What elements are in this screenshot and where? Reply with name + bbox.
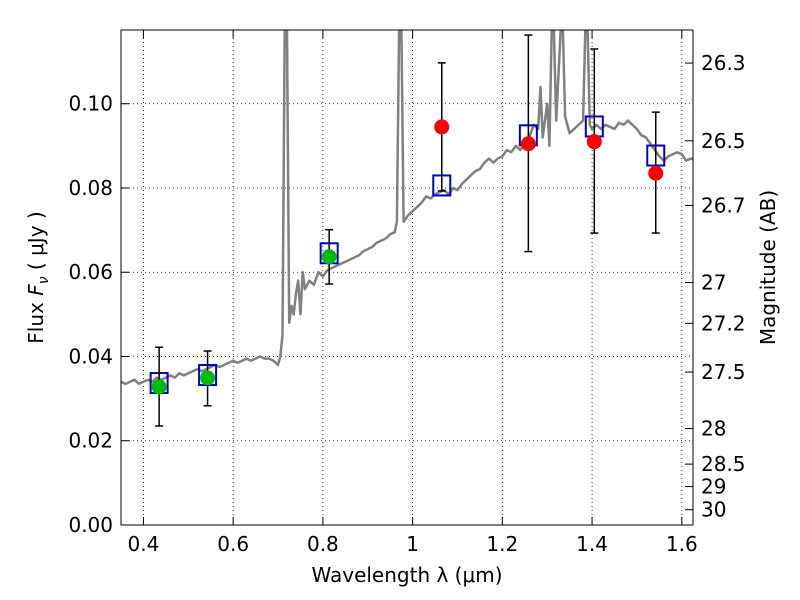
y-tick-label: 0.10 bbox=[68, 92, 113, 116]
plot-frame bbox=[120, 29, 694, 526]
y2-axis-label: Magnitude (AB) bbox=[756, 190, 780, 345]
y2-tick-label: 29 bbox=[701, 475, 726, 499]
observed-photometry-point bbox=[648, 165, 664, 181]
x-axis-label: Wavelength λ (μm) bbox=[311, 563, 502, 587]
observed-photometry-point bbox=[151, 379, 167, 395]
y2-tick-label: 28 bbox=[701, 416, 726, 440]
sed-model-line bbox=[121, 30, 693, 386]
x-tick-label: 1 bbox=[406, 532, 419, 556]
y2-tick-label: 30 bbox=[701, 498, 726, 522]
plot-area bbox=[121, 30, 693, 427]
observed-photometry-point bbox=[586, 134, 602, 150]
y-tick-label: 0.06 bbox=[68, 260, 113, 284]
x-tick-label: 1.6 bbox=[666, 532, 698, 556]
y-tick-label: 0.02 bbox=[68, 429, 113, 453]
y2-tick-label: 27.5 bbox=[701, 360, 746, 384]
y2-tick-label: 26.7 bbox=[701, 193, 746, 217]
observed-photometry-point bbox=[200, 370, 216, 386]
x-tick-label: 0.6 bbox=[217, 532, 249, 556]
y2-tick-label: 27 bbox=[701, 271, 726, 295]
y-tick-label: 0.00 bbox=[68, 513, 113, 537]
observed-photometry-point bbox=[520, 136, 536, 152]
observed-photometry-point bbox=[321, 249, 337, 265]
y-tick-label: 0.04 bbox=[68, 344, 113, 368]
y-axis-label: Flux Fν ( μJy ) bbox=[24, 211, 52, 343]
grid-layer bbox=[121, 30, 693, 525]
observed-photometry-point bbox=[434, 119, 450, 135]
y2-tick-label: 26.5 bbox=[701, 129, 746, 153]
y2-tick-label: 27.2 bbox=[701, 311, 746, 335]
x-tick-label: 0.8 bbox=[307, 532, 339, 556]
y2-tick-label: 26.3 bbox=[701, 51, 746, 75]
x-tick-label: 1.2 bbox=[486, 532, 518, 556]
y-tick-label: 0.08 bbox=[68, 176, 113, 200]
x-tick-label: 0.4 bbox=[128, 532, 160, 556]
tick-layer: 0.4 0.6 0.8 1 1.2 1.4 1.6 0.00 0.02 0.04 0.06 0.08 0… bbox=[68, 30, 746, 556]
y2-tick-label: 28.5 bbox=[701, 452, 746, 476]
x-tick-label: 1.4 bbox=[576, 532, 608, 556]
